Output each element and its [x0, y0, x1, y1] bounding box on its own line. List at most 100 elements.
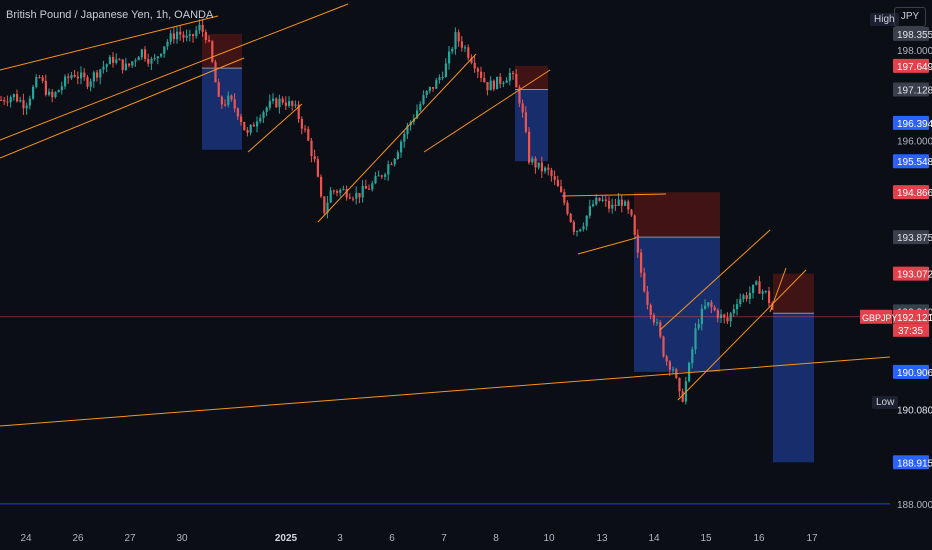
candle-body — [518, 87, 521, 104]
candle-body — [243, 121, 246, 131]
price-tag-bg — [893, 402, 929, 417]
candle-body — [422, 95, 425, 105]
candle-body — [41, 77, 44, 81]
candle-body — [140, 49, 143, 58]
candle-body — [156, 56, 159, 59]
countdown-bg — [893, 323, 929, 337]
candle-body — [537, 162, 540, 168]
candle-body — [358, 192, 361, 198]
candle-body — [179, 31, 182, 35]
candle-body — [524, 112, 527, 132]
candle-body — [22, 100, 25, 109]
candle-body — [540, 162, 543, 172]
candle-body — [19, 100, 22, 102]
candle-body — [134, 60, 137, 62]
candle-body — [377, 175, 380, 177]
candle-body — [656, 322, 659, 324]
candle-body — [646, 291, 649, 305]
candle-body — [326, 202, 329, 213]
candle-body — [105, 64, 108, 67]
candle-body — [508, 72, 511, 81]
candle-body — [233, 99, 236, 109]
price-tag: 195.548 — [897, 157, 932, 168]
candle-body — [419, 104, 422, 111]
target-zone-3 — [773, 313, 814, 463]
candle-body — [131, 61, 134, 66]
stop-zone-0 — [202, 33, 242, 69]
candle-body — [480, 71, 483, 78]
candle-body — [390, 164, 393, 166]
candle-body — [710, 302, 713, 308]
candle-body — [492, 80, 495, 90]
candle-body — [268, 100, 271, 108]
candle-body — [441, 77, 444, 79]
candle-body — [67, 76, 70, 79]
candle-body — [252, 124, 255, 127]
stop-zone-2 — [634, 192, 720, 238]
candle-body — [198, 24, 201, 31]
candle-body — [249, 124, 252, 133]
candle-body — [144, 49, 147, 59]
currency-button[interactable]: JPY — [894, 7, 926, 27]
candle-body — [220, 96, 223, 105]
candle-body — [332, 190, 335, 192]
candle-body — [361, 185, 364, 198]
candle-body — [54, 92, 57, 98]
candle-body — [736, 304, 739, 310]
candle-body — [387, 164, 390, 175]
candle-body — [278, 98, 281, 108]
candle-body — [640, 252, 643, 273]
candle-body — [416, 110, 419, 119]
candle-body — [643, 272, 646, 292]
trendline-5 — [423, 69, 551, 153]
candle-body — [342, 188, 345, 190]
candle-body — [768, 291, 771, 304]
candle-body — [86, 77, 89, 87]
candle-body — [240, 116, 243, 122]
candle-body — [739, 299, 742, 305]
price-tag: 197.649 — [897, 62, 932, 73]
candle-body — [649, 304, 652, 316]
candle-body — [28, 98, 31, 106]
candle-body — [25, 105, 28, 109]
candle-body — [201, 24, 204, 32]
candle-body — [182, 34, 185, 38]
price-tag-bg — [893, 230, 929, 245]
price-tag-bg — [893, 309, 929, 324]
candle-body — [323, 196, 326, 213]
x-tick-label: 16 — [753, 533, 765, 544]
candle-body — [147, 58, 150, 64]
price-tag: 198.355 — [897, 30, 932, 41]
x-tick-label: 8 — [493, 533, 499, 544]
candle-body — [384, 174, 387, 177]
candle-body — [528, 131, 531, 163]
candle-body — [745, 295, 748, 299]
candle-body — [256, 121, 259, 127]
candle-body — [700, 308, 703, 324]
candle-body — [3, 99, 6, 102]
low-label: Low — [872, 396, 899, 409]
candle-body — [720, 314, 723, 319]
candle-body — [428, 86, 431, 91]
trendline-8 — [659, 229, 771, 331]
candle-body — [432, 86, 435, 89]
candle-body — [364, 185, 367, 189]
candle-body — [444, 63, 447, 78]
candle-body — [550, 169, 553, 177]
candle-body — [281, 98, 284, 103]
candle-body — [291, 101, 294, 106]
candle-body — [576, 231, 579, 233]
candle-body — [313, 156, 316, 160]
candle-body — [569, 213, 572, 222]
price-tag: 190.906 — [897, 368, 932, 379]
candle-body — [406, 125, 409, 134]
candle-body — [758, 281, 761, 294]
candle-body — [6, 101, 9, 103]
candle-body — [752, 284, 755, 293]
candle-body — [460, 41, 463, 48]
candle-body — [300, 118, 303, 129]
price-tag-bg — [893, 154, 929, 169]
y-tick-label: 196.000 — [897, 137, 932, 148]
candle-body — [534, 158, 537, 168]
candle-body — [96, 72, 99, 78]
